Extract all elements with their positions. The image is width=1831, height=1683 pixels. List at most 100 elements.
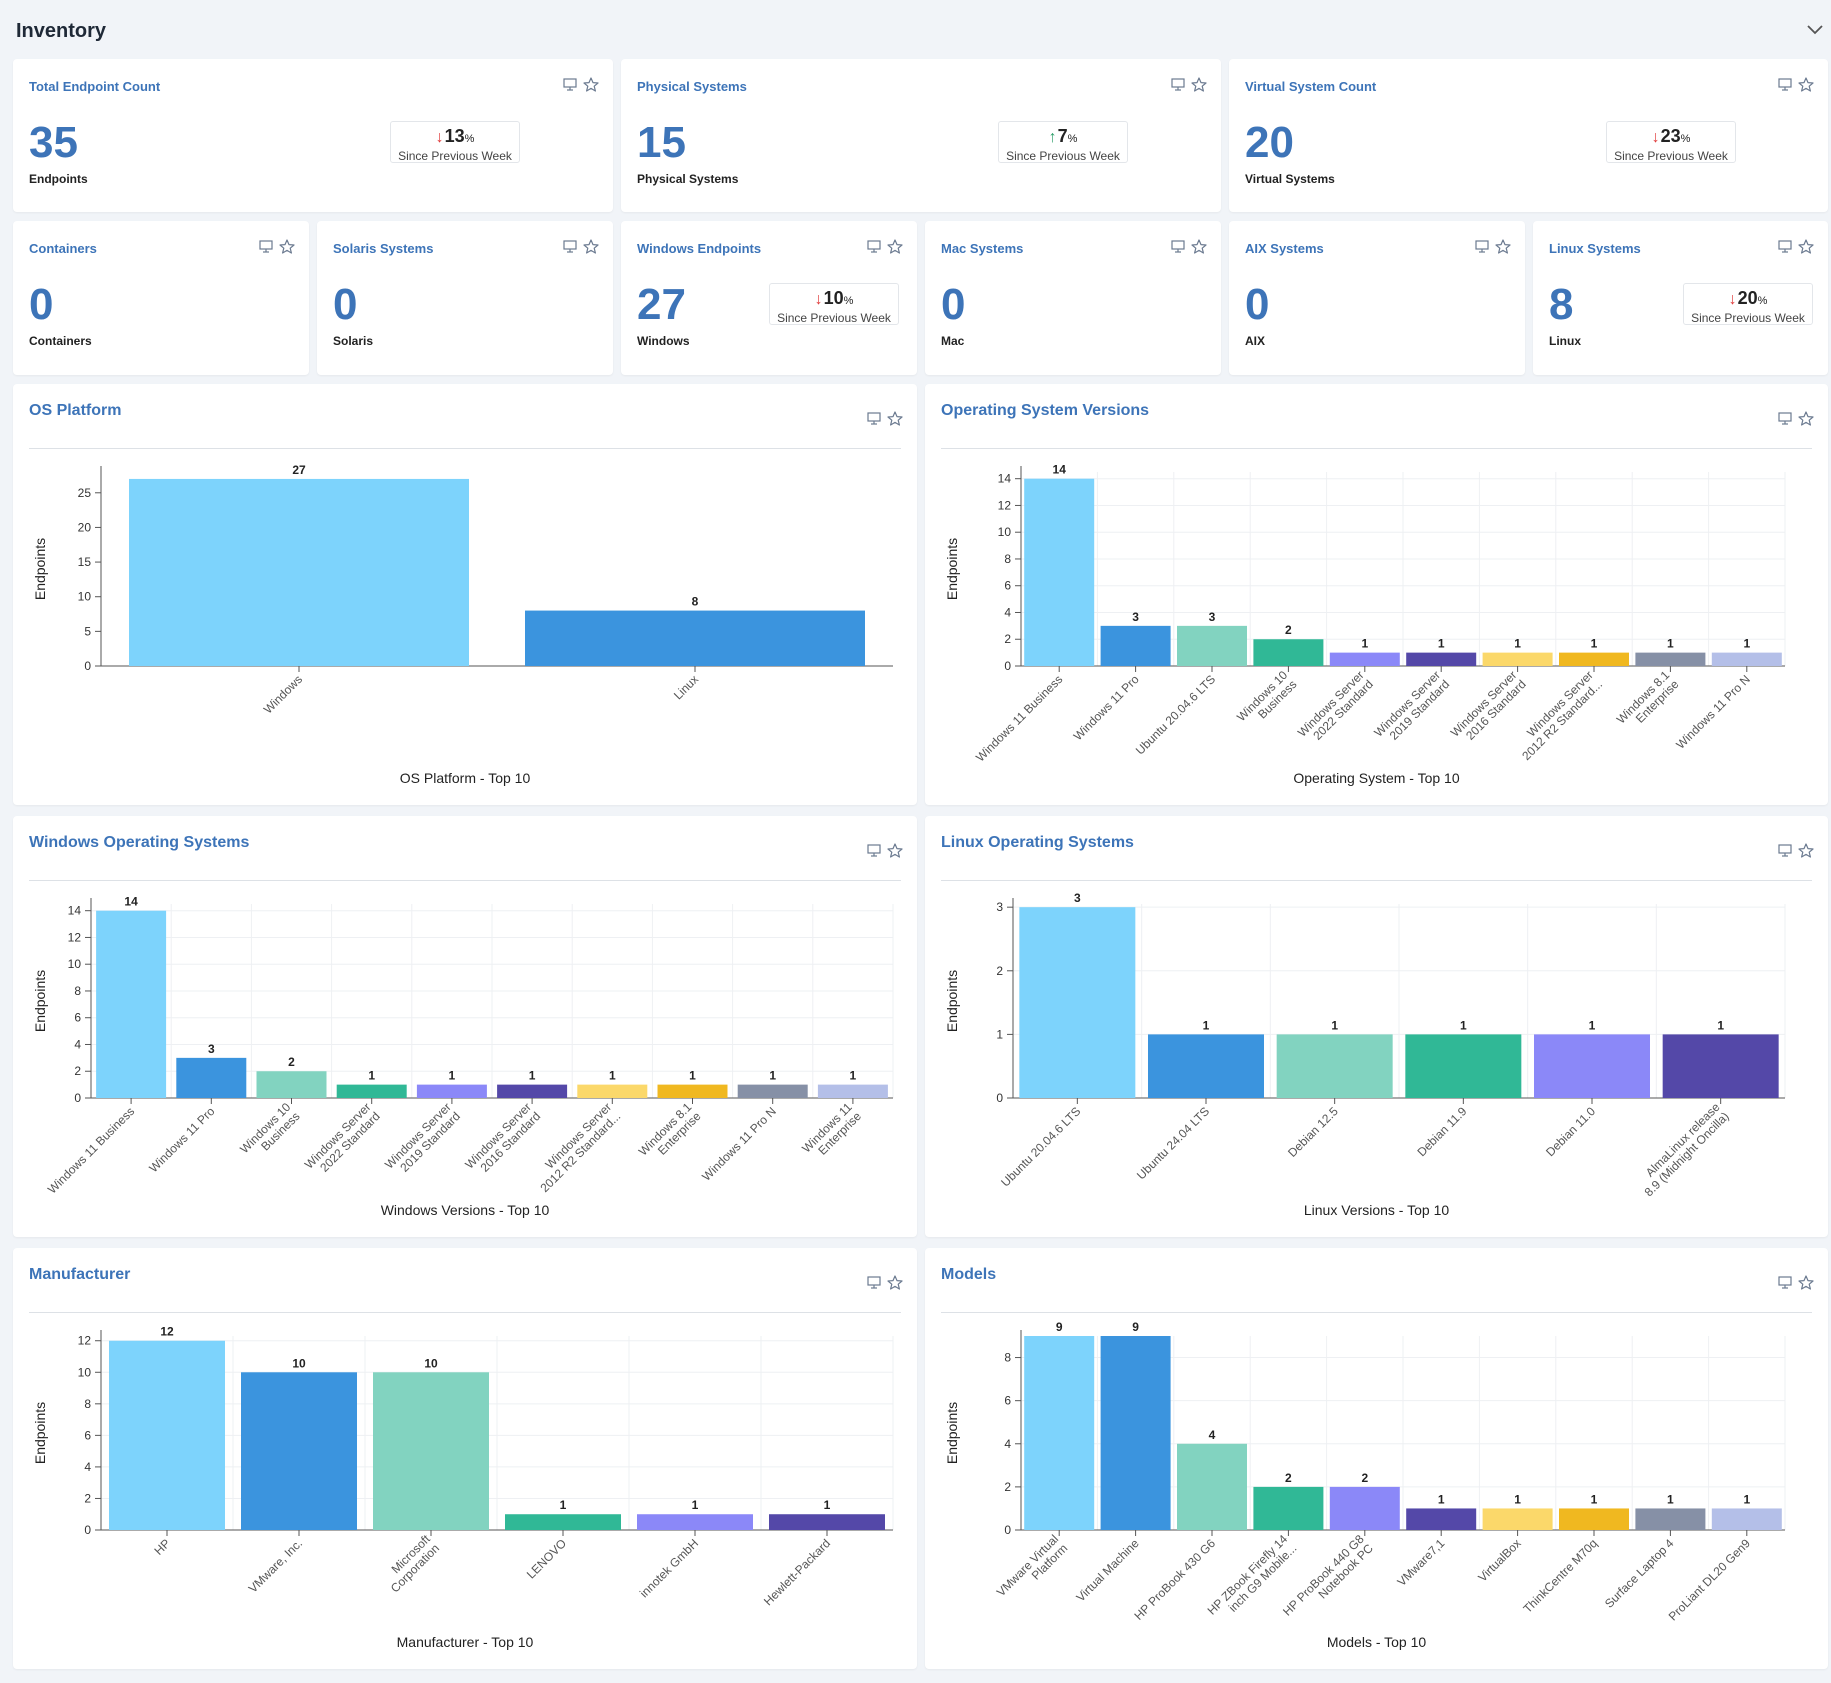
data-label-8: 1 (1667, 637, 1674, 651)
monitor-icon[interactable] (1475, 240, 1489, 253)
bar-0[interactable] (109, 1340, 225, 1530)
star-icon[interactable] (1798, 239, 1814, 254)
bar-5[interactable] (1406, 1508, 1477, 1530)
x-tick-label-9: ProLiant DL20 Gen9 (1666, 1536, 1753, 1623)
bar-3[interactable] (1253, 639, 1324, 666)
bar-1[interactable] (241, 1372, 357, 1530)
kpi-value: 8 (1549, 280, 1574, 329)
bar-2[interactable] (1177, 1443, 1247, 1530)
kpi-unit: Mac (941, 334, 965, 348)
bar-1[interactable] (1100, 625, 1171, 666)
trend-label: Since Previous Week (1691, 311, 1805, 325)
bar-6[interactable] (577, 1084, 648, 1098)
bar-7[interactable] (657, 1084, 728, 1098)
star-icon[interactable] (1191, 239, 1207, 254)
data-label-5: 1 (529, 1069, 536, 1083)
star-icon[interactable] (1495, 239, 1511, 254)
x-tick-label-5: Windows Server2016 Standard (462, 1100, 543, 1181)
chart-caption: Manufacturer - Top 10 (397, 1634, 534, 1650)
bar-4[interactable] (637, 1514, 753, 1530)
bar-2[interactable] (256, 1071, 327, 1098)
bar-5[interactable] (769, 1514, 885, 1530)
star-icon[interactable] (583, 239, 599, 254)
monitor-icon[interactable] (259, 240, 273, 253)
monitor-icon[interactable] (1778, 1276, 1792, 1289)
kpi-title: Linux Systems (1549, 241, 1641, 256)
chevron-down-icon[interactable] (1805, 22, 1825, 36)
star-icon[interactable] (887, 411, 903, 426)
bar-3[interactable] (336, 1084, 407, 1098)
bar-8[interactable] (1635, 652, 1706, 666)
monitor-icon[interactable] (867, 240, 881, 253)
monitor-icon[interactable] (1778, 412, 1792, 425)
star-icon[interactable] (1191, 77, 1207, 92)
y-tick-label: 2 (84, 1491, 91, 1505)
bar-3[interactable] (1405, 1034, 1522, 1098)
bar-0[interactable] (1024, 1336, 1095, 1530)
kpi-title: AIX Systems (1245, 241, 1324, 256)
monitor-icon[interactable] (563, 78, 577, 91)
bar-2[interactable] (1276, 1034, 1393, 1098)
data-label-4: 1 (1589, 1018, 1596, 1032)
bar-1[interactable] (1148, 1034, 1264, 1098)
bar-0[interactable] (96, 910, 167, 1098)
bar-8[interactable] (1635, 1508, 1706, 1530)
star-icon[interactable] (887, 843, 903, 858)
monitor-icon[interactable] (1171, 78, 1185, 91)
monitor-icon[interactable] (867, 1276, 881, 1289)
star-icon[interactable] (887, 1275, 903, 1290)
x-tick-label-0: Windows 11 Business (973, 672, 1065, 764)
y-tick-label: 1 (996, 1027, 1003, 1041)
monitor-icon[interactable] (1778, 844, 1792, 857)
bar-7[interactable] (1559, 652, 1629, 666)
bar-9[interactable] (817, 1084, 888, 1098)
monitor-icon[interactable] (563, 240, 577, 253)
bar-5[interactable] (497, 1084, 568, 1098)
bar-0[interactable] (129, 478, 469, 666)
kpi-card-aix-systems: AIX Systems 0 AIX (1229, 221, 1525, 375)
bar-0[interactable] (1019, 907, 1136, 1098)
bar-9[interactable] (1711, 1508, 1782, 1530)
data-label-2: 1 (1331, 1018, 1338, 1032)
bar-1[interactable] (1100, 1336, 1171, 1530)
star-icon[interactable] (1798, 77, 1814, 92)
bar-3[interactable] (505, 1514, 621, 1530)
bar-4[interactable] (1329, 1486, 1400, 1530)
bar-2[interactable] (1177, 625, 1247, 666)
star-icon[interactable] (1798, 1275, 1814, 1290)
bar-4[interactable] (1534, 1034, 1650, 1098)
bar-6[interactable] (1482, 652, 1553, 666)
star-icon[interactable] (1798, 411, 1814, 426)
star-icon[interactable] (279, 239, 295, 254)
bar-9[interactable] (1711, 652, 1782, 666)
monitor-icon[interactable] (1778, 78, 1792, 91)
bar-8[interactable] (737, 1084, 808, 1098)
bar-1[interactable] (525, 610, 865, 666)
data-label-4: 1 (692, 1498, 699, 1512)
monitor-icon[interactable] (1171, 240, 1185, 253)
bar-2[interactable] (373, 1372, 489, 1530)
y-tick-label: 12 (998, 498, 1012, 512)
trend-percent: % (464, 133, 475, 145)
x-tick-label-1: Windows 11 Pro (1071, 672, 1142, 743)
bar-5[interactable] (1662, 1034, 1779, 1098)
data-label-7: 1 (1591, 637, 1598, 651)
bar-6[interactable] (1482, 1508, 1553, 1530)
bar-4[interactable] (416, 1084, 487, 1098)
monitor-icon[interactable] (867, 844, 881, 857)
data-label-9: 1 (1743, 1492, 1750, 1506)
star-icon[interactable] (1798, 843, 1814, 858)
bar-0[interactable] (1024, 478, 1095, 666)
y-tick-label: 2 (1004, 1480, 1011, 1494)
bar-1[interactable] (176, 1057, 247, 1098)
monitor-icon[interactable] (1778, 240, 1792, 253)
bar-5[interactable] (1406, 652, 1477, 666)
star-icon[interactable] (887, 239, 903, 254)
monitor-icon[interactable] (867, 412, 881, 425)
star-icon[interactable] (583, 77, 599, 92)
trend-number: 7 (1057, 126, 1068, 146)
bar-3[interactable] (1253, 1486, 1324, 1530)
bar-7[interactable] (1559, 1508, 1629, 1530)
bar-4[interactable] (1329, 652, 1400, 666)
